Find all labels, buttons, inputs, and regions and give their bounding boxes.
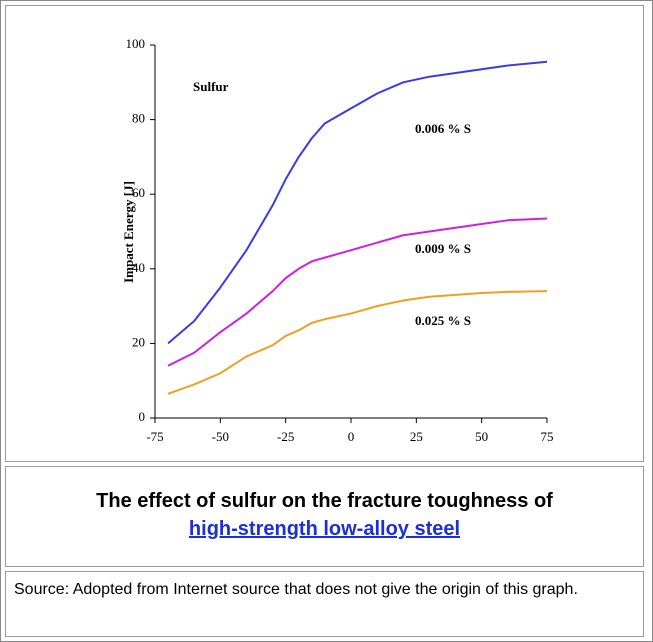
x-tick-label: 25	[410, 429, 423, 444]
series-label: 0.009 % S	[415, 241, 471, 256]
caption-cell: The effect of sulfur on the fracture tou…	[5, 466, 644, 567]
x-tick-label: 0	[348, 429, 355, 444]
chart-cell	[5, 5, 644, 462]
caption: The effect of sulfur on the fracture tou…	[96, 490, 553, 512]
y-axis-label: Impact Energy [J]	[121, 181, 136, 283]
source-cell: Source: Adopted from Internet source tha…	[5, 571, 644, 637]
x-tick-label: -50	[212, 429, 229, 444]
x-tick-label: -75	[146, 429, 163, 444]
y-tick-label: 80	[132, 111, 145, 126]
y-tick-label: 40	[132, 260, 145, 275]
caption-link[interactable]: high-strength low-alloy steel	[188, 518, 461, 540]
source: Source: Adopted from Internet source tha…	[14, 581, 578, 598]
line	[167, 217, 548, 367]
x-tick-label: 50	[475, 429, 488, 444]
series-label: 0.025 % S	[415, 313, 471, 328]
x-tick-label: -25	[277, 429, 294, 444]
line	[167, 290, 548, 395]
y-tick-label: 0	[139, 409, 146, 424]
chart: Sulfur Impact Energy [J] 0 20 40 60 80 100 -75…	[121, 36, 554, 444]
annotation: Sulfur	[193, 79, 229, 94]
series-label: 0.006 % S	[415, 121, 471, 136]
line	[167, 60, 548, 345]
y-tick-label: 100	[126, 36, 146, 51]
y-tick-label: 20	[132, 334, 145, 349]
x-tick-label: 75	[541, 429, 554, 444]
y-tick-label: 60	[132, 185, 145, 200]
